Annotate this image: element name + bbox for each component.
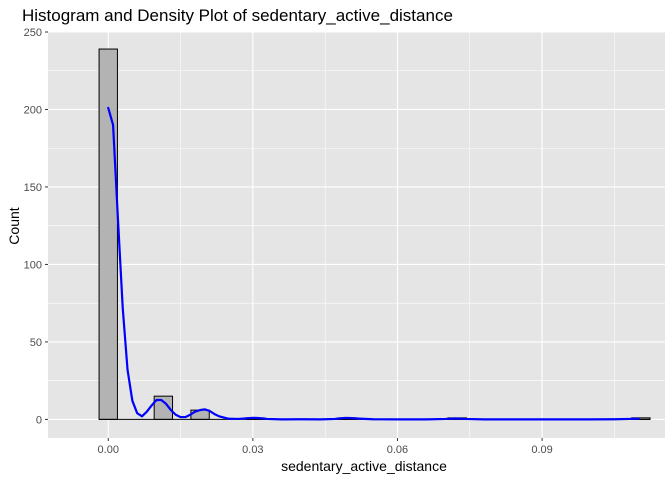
- histogram-bar: [98, 48, 118, 420]
- y-tick-label: 200: [24, 104, 42, 116]
- y-tick-label: 0: [36, 414, 42, 426]
- y-axis: 0 50 100 150 200 250: [24, 27, 48, 426]
- x-axis: 0.00 0.03 0.06 0.09: [98, 438, 553, 456]
- density-curve: [107, 106, 640, 421]
- minor-gridlines: [48, 32, 665, 438]
- y-tick-label: 100: [24, 259, 42, 271]
- x-tick-label: 0.06: [387, 444, 408, 456]
- plot-panel: [48, 32, 665, 438]
- x-tick-label: 0.03: [242, 444, 263, 456]
- x-tick-label: 0.00: [98, 444, 119, 456]
- y-tick-label: 150: [24, 182, 42, 194]
- x-tick-label: 0.09: [531, 444, 552, 456]
- y-axis-title: Count: [6, 207, 22, 244]
- density-line: [107, 106, 640, 421]
- y-tick-label: 250: [24, 27, 42, 39]
- y-tick-label: 50: [30, 337, 42, 349]
- chart-title: Histogram and Density Plot of sedentary_…: [22, 6, 453, 25]
- x-axis-title: sedentary_active_distance: [281, 458, 447, 474]
